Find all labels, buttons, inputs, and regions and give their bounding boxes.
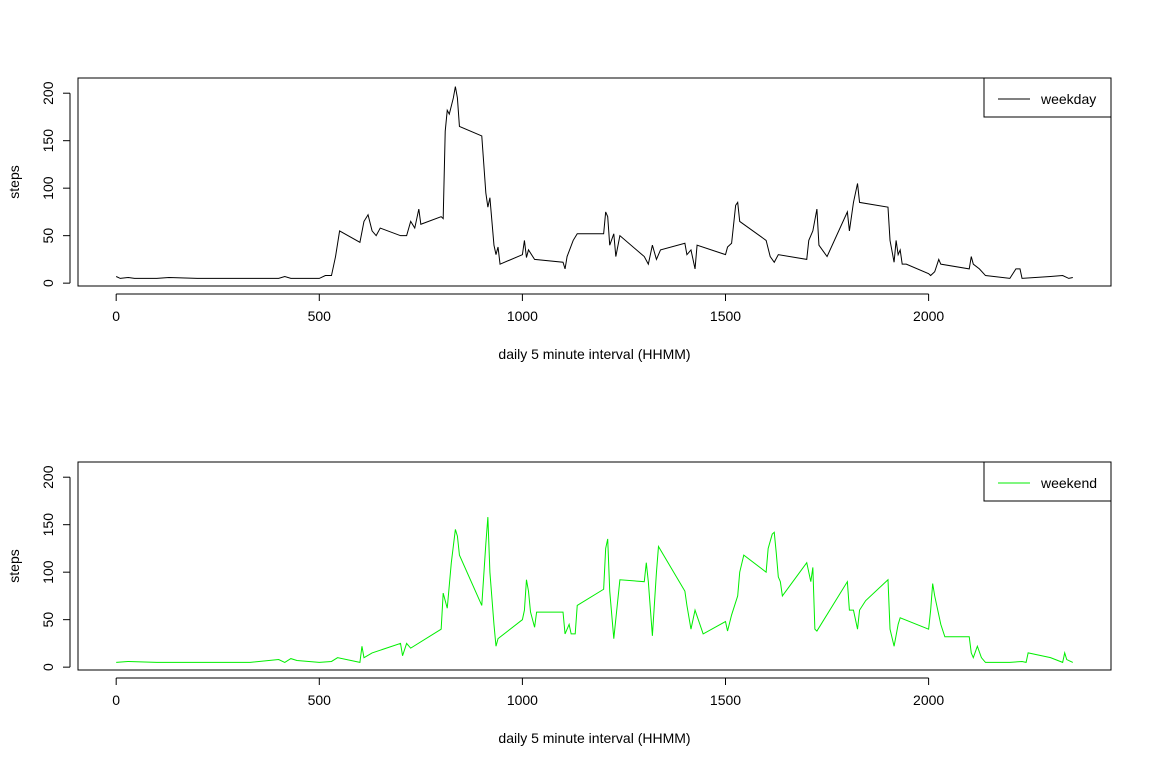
x-tick-label: 1500	[710, 692, 741, 708]
y-tick-label: 50	[40, 612, 56, 628]
y-axis-label: steps	[6, 549, 22, 582]
y-tick-label: 0	[40, 279, 56, 287]
y-tick-label: 200	[40, 465, 56, 489]
x-tick-label: 1500	[710, 308, 741, 324]
x-tick-label: 0	[112, 692, 120, 708]
x-tick-label: 2000	[913, 692, 944, 708]
y-tick-label: 150	[40, 513, 56, 537]
x-tick-label: 1000	[507, 308, 538, 324]
plot-box	[77, 77, 1112, 287]
y-tick-label: 0	[40, 663, 56, 671]
x-tick-label: 0	[112, 308, 120, 324]
x-tick-label: 1000	[507, 692, 538, 708]
y-axis-label: steps	[6, 165, 22, 198]
legend-box	[983, 77, 1112, 118]
legend-box	[983, 461, 1112, 502]
x-axis-label: daily 5 minute interval (HHMM)	[498, 730, 690, 746]
y-tick-label: 150	[40, 129, 56, 153]
x-tick-label: 500	[308, 308, 332, 324]
x-tick-label: 2000	[913, 308, 944, 324]
plot-box	[77, 461, 1112, 671]
y-tick-label: 100	[40, 176, 56, 200]
y-tick-label: 50	[40, 228, 56, 244]
x-tick-label: 500	[308, 692, 332, 708]
data-line	[115, 86, 1073, 279]
y-tick-label: 200	[40, 81, 56, 105]
data-line	[116, 517, 1074, 664]
legend-label: weekend	[1040, 475, 1097, 491]
legend-label: weekday	[1040, 91, 1096, 107]
x-axis-label: daily 5 minute interval (HHMM)	[498, 346, 690, 362]
y-tick-label: 100	[40, 560, 56, 584]
